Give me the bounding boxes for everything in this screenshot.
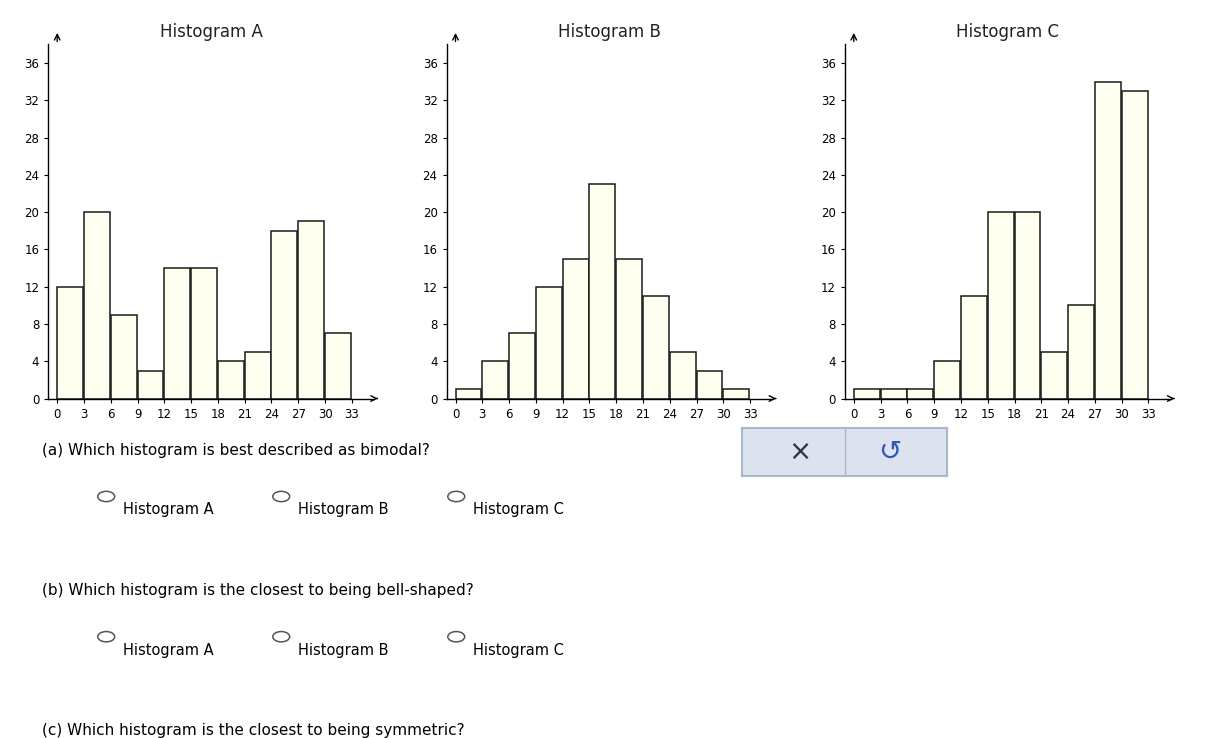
Bar <box>961 296 987 399</box>
Bar <box>84 212 110 399</box>
Bar <box>138 370 163 399</box>
Text: ×: × <box>788 438 811 466</box>
Text: Histogram C: Histogram C <box>473 643 564 658</box>
Text: Histogram C: Histogram C <box>473 503 564 517</box>
Text: Histogram A: Histogram A <box>123 503 214 517</box>
Text: Histogram B: Histogram B <box>298 503 389 517</box>
Text: (b) Which histogram is the closest to being bell-shaped?: (b) Which histogram is the closest to be… <box>42 583 474 598</box>
Bar <box>272 231 297 399</box>
Bar <box>164 268 191 399</box>
Title: Histogram C: Histogram C <box>956 24 1060 41</box>
Bar <box>455 389 482 399</box>
Text: Histogram A: Histogram A <box>123 643 214 658</box>
Title: Histogram B: Histogram B <box>558 24 661 41</box>
Bar <box>483 361 508 399</box>
Bar <box>934 361 960 399</box>
Bar <box>57 286 83 399</box>
Bar <box>509 334 535 399</box>
Bar <box>617 259 642 399</box>
Text: (c) Which histogram is the closest to being symmetric?: (c) Which histogram is the closest to be… <box>42 723 465 738</box>
Bar <box>536 286 561 399</box>
Text: Histogram B: Histogram B <box>298 643 389 658</box>
Text: ↺: ↺ <box>879 438 902 466</box>
Text: (a) Which histogram is best described as bimodal?: (a) Which histogram is best described as… <box>42 443 430 458</box>
Bar <box>245 352 270 399</box>
Bar <box>987 212 1014 399</box>
Bar <box>325 334 351 399</box>
Bar <box>589 184 616 399</box>
Bar <box>218 361 244 399</box>
Bar <box>1121 91 1148 399</box>
Bar <box>723 389 750 399</box>
Bar <box>881 389 906 399</box>
Bar <box>643 296 669 399</box>
Bar <box>1015 212 1040 399</box>
Bar <box>908 389 933 399</box>
Title: Histogram A: Histogram A <box>159 24 263 41</box>
Bar <box>696 370 723 399</box>
Bar <box>670 352 695 399</box>
Bar <box>1068 306 1094 399</box>
Bar <box>191 268 217 399</box>
Bar <box>562 259 589 399</box>
Bar <box>111 314 136 399</box>
Bar <box>1042 352 1067 399</box>
Bar <box>853 389 880 399</box>
Bar <box>1095 82 1121 399</box>
Bar <box>298 221 325 399</box>
